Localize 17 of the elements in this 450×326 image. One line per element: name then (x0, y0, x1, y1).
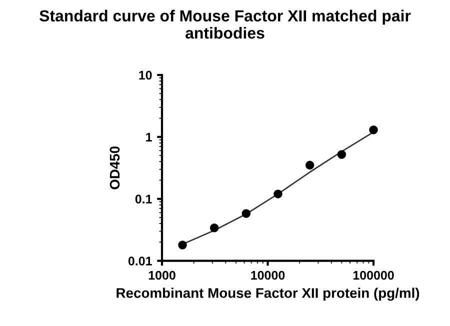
point (274, 190, 282, 198)
point (242, 209, 251, 218)
point (210, 224, 219, 232)
x-axis-title: Recombinant Mouse Factor XII protein (pg/ml) (116, 288, 420, 301)
y-axis-title: OD450 (110, 146, 120, 190)
x-tick-label: 100000 (353, 270, 394, 280)
y-tick-label: 0.1 (135, 194, 152, 204)
point (369, 125, 378, 134)
x-tick-label: 1000 (148, 270, 176, 280)
point (337, 150, 346, 159)
y-tick-label: 0.01 (128, 256, 152, 266)
point (305, 160, 314, 170)
point (178, 240, 187, 250)
y-tick-label: 10 (139, 70, 152, 80)
y-tick-label: 1 (146, 132, 152, 142)
chart-title: Standard curve of Mouse Factor XII matched pair antibodies (40, 10, 411, 39)
x-tick-label: 10000 (251, 270, 285, 280)
